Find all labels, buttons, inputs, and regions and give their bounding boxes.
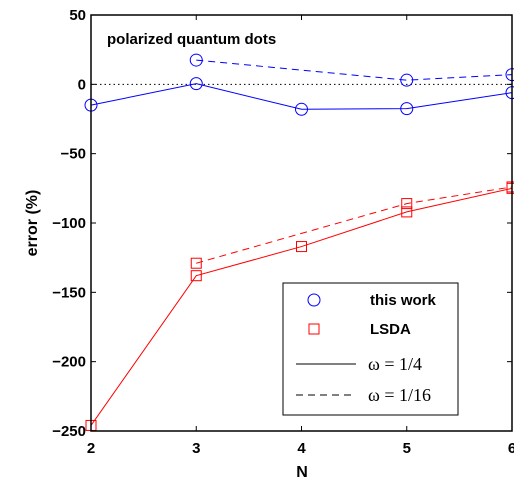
legend-label: this work [370,292,437,309]
x-axis-label: N [296,464,308,481]
tick-layer: 2 3 4 5 6 50 0 −50 −100 −150 −200 −250 [52,7,514,457]
data-point [400,102,414,116]
legend-marker [308,323,320,335]
y-tick-label: 50 [69,7,86,24]
legend-label: LSDA [370,321,411,338]
y-tick-label: −150 [52,284,86,301]
series-line [196,59,513,81]
legend-box [282,282,459,416]
data-point [401,206,413,218]
data-point [189,77,203,91]
series-line [196,186,513,264]
y-tick-label: 0 [78,76,86,93]
x-tick-label: 3 [192,440,200,457]
y-tick-label: −250 [52,423,86,440]
legend: this work LSDA ω = 1/4 ω = 1/16 [282,282,459,416]
x-tick-label: 5 [403,440,411,457]
series-line [90,187,513,426]
data-point [190,270,202,282]
y-axis-label: error (%) [24,190,41,257]
legend-label: ω = 1/16 [368,385,431,405]
x-tick-label: 4 [297,440,306,457]
legend-marker [307,293,321,307]
data-point [296,241,307,253]
data-point [295,102,308,116]
series-line [90,83,513,110]
y-tick-label: −100 [52,215,86,232]
y-tick-label: −200 [52,354,86,371]
legend-label: ω = 1/4 [368,354,422,374]
data-point [400,73,414,87]
chart-annotation: polarized quantum dots [107,31,276,48]
data-point [190,257,202,269]
x-tick-label: 2 [87,440,95,457]
x-tick-label: 6 [508,440,514,457]
data-point [189,53,203,67]
data-point [401,198,413,210]
y-tick-label: −50 [61,146,86,163]
